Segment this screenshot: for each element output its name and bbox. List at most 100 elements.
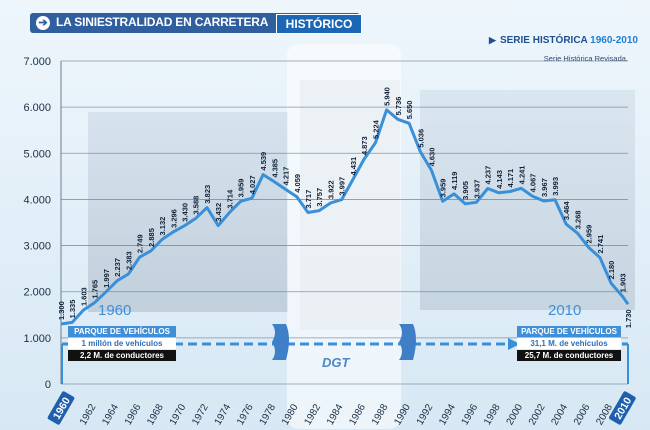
right-year: 2010: [548, 302, 582, 319]
data-label: 3.296: [169, 209, 178, 228]
data-label: 3.588: [192, 196, 201, 215]
data-label: 3.823: [203, 185, 212, 204]
data-label: 4.385: [270, 159, 279, 178]
x-tick-label: 1978: [258, 402, 279, 427]
data-label: 3.967: [540, 178, 549, 197]
data-label: 1.765: [91, 280, 100, 299]
data-label: 2.237: [113, 258, 122, 277]
data-label: 5.650: [405, 101, 414, 120]
data-label: 5.036: [416, 129, 425, 148]
x-tick-label: 1968: [145, 402, 166, 427]
timeline-break-right: [399, 324, 416, 360]
serie-title: ▶ SERIE HISTÓRICA 1960-2010: [489, 35, 638, 46]
data-label: 2.959: [585, 225, 594, 244]
x-tick-label: 1964: [100, 402, 121, 427]
x-tick-label: 2002: [527, 402, 548, 427]
series-siniestralidad: [60, 108, 630, 326]
x-tick-label: 2004: [549, 402, 570, 427]
data-label: 1.903: [618, 273, 627, 292]
tab-historico-label: HISTÓRICO: [285, 17, 353, 31]
data-label: 4.217: [282, 167, 291, 186]
left-fleet-box: PARQUE DE VEHÍCULOS 1 millón de vehículo…: [68, 326, 176, 362]
serie-years: 1960-2010: [590, 35, 638, 46]
x-tick-highlight: 1960: [47, 391, 75, 425]
data-label: 4.059: [293, 174, 302, 193]
data-label: 3.905: [461, 181, 470, 200]
data-label: 3.959: [237, 179, 246, 198]
data-label: 2.749: [136, 234, 145, 253]
arrow-icon[interactable]: ➔: [36, 16, 50, 30]
data-label: 4.630: [428, 148, 437, 167]
timeline-arrow: [61, 324, 629, 384]
serie-note: Serie Histórica Revisada.: [543, 54, 628, 63]
x-tick-label: 2000: [505, 402, 526, 427]
data-label: 1.335: [68, 300, 77, 319]
data-label: 5.736: [394, 97, 403, 116]
y-tick-label: 0: [45, 379, 51, 391]
data-label: 3.922: [326, 180, 335, 199]
left-year: 1960: [98, 302, 132, 319]
data-label: 3.717: [304, 190, 313, 209]
data-label: 4.873: [360, 136, 369, 155]
x-tick-label: 1972: [190, 402, 211, 427]
x-tick-label: 1966: [123, 402, 144, 427]
data-label: 5.940: [383, 87, 392, 106]
data-label: 1.300: [57, 301, 66, 320]
data-label: 4.237: [484, 166, 493, 185]
y-tick-label: 2.000: [23, 287, 51, 299]
data-label: 2.383: [124, 251, 133, 270]
x-tick-label: 1998: [482, 402, 503, 427]
y-tick-label: 1.000: [23, 333, 51, 345]
header-title: LA SINIESTRALIDAD EN CARRETERA: [56, 15, 269, 29]
data-label: 4.171: [506, 169, 515, 188]
data-label: 3.268: [573, 210, 582, 229]
data-label: 4.241: [517, 166, 526, 185]
triangle-right-icon: ▶: [489, 35, 496, 45]
x-tick-highlight-box: [47, 391, 75, 425]
x-tick-label: 1974: [213, 402, 234, 427]
right-fleet-drivers: 25,7 M. de conductores: [517, 350, 621, 361]
x-tick-highlight-box: [609, 391, 636, 425]
data-label: 3.937: [472, 180, 481, 199]
data-label: 3.993: [551, 177, 560, 196]
data-label: 3.714: [225, 189, 234, 209]
right-fleet-box: PARQUE DE VEHÍCULOS 31,1 M. de vehículos…: [517, 326, 621, 362]
data-label: 4.143: [495, 170, 504, 189]
data-label: 3.132: [158, 217, 167, 236]
data-label: 4.067: [529, 174, 538, 193]
right-fleet-vehicles: 31,1 M. de vehículos: [517, 338, 621, 349]
data-label: 3.464: [562, 201, 571, 221]
data-label: 4.431: [349, 157, 358, 176]
y-tick-label: 7.000: [23, 56, 51, 68]
x-tick-label: 1992: [415, 402, 436, 427]
data-label: 1.603: [79, 287, 88, 306]
x-tick-label: 1970: [168, 402, 189, 427]
y-tick-label: 5.000: [23, 148, 51, 160]
data-label: 5.224: [371, 119, 380, 139]
series-line: [60, 108, 630, 326]
left-fleet-vehicles: 1 millón de vehículos: [68, 338, 176, 349]
tab-historico[interactable]: HISTÓRICO: [276, 14, 362, 34]
highlight-band: [287, 44, 401, 429]
data-label: 3.432: [214, 203, 223, 222]
dgt-logo: DGT: [322, 355, 350, 370]
data-label: 4.539: [259, 152, 268, 171]
data-label: 3.757: [315, 188, 324, 207]
y-tick-label: 6.000: [23, 102, 51, 114]
data-label: 2.885: [147, 228, 156, 247]
x-tick-label: 1962: [78, 402, 99, 427]
x-tick-label: 2006: [572, 402, 593, 427]
y-tick-label: 3.000: [23, 241, 51, 253]
data-label: 4.119: [450, 172, 459, 190]
serie-label: SERIE HISTÓRICA: [499, 35, 588, 46]
timeline-break-left: [272, 324, 289, 360]
data-label: 2.741: [596, 235, 605, 254]
data-label-end: 1.730: [624, 309, 633, 328]
x-tick-label: 1996: [460, 402, 481, 427]
data-label: 1.997: [102, 269, 111, 288]
y-tick-label: 4.000: [23, 194, 51, 206]
y-axis: 0 1.000 2.000 3.000 4.000 5.000 6.000 7.000: [23, 56, 51, 391]
data-label: 3.430: [181, 203, 190, 222]
